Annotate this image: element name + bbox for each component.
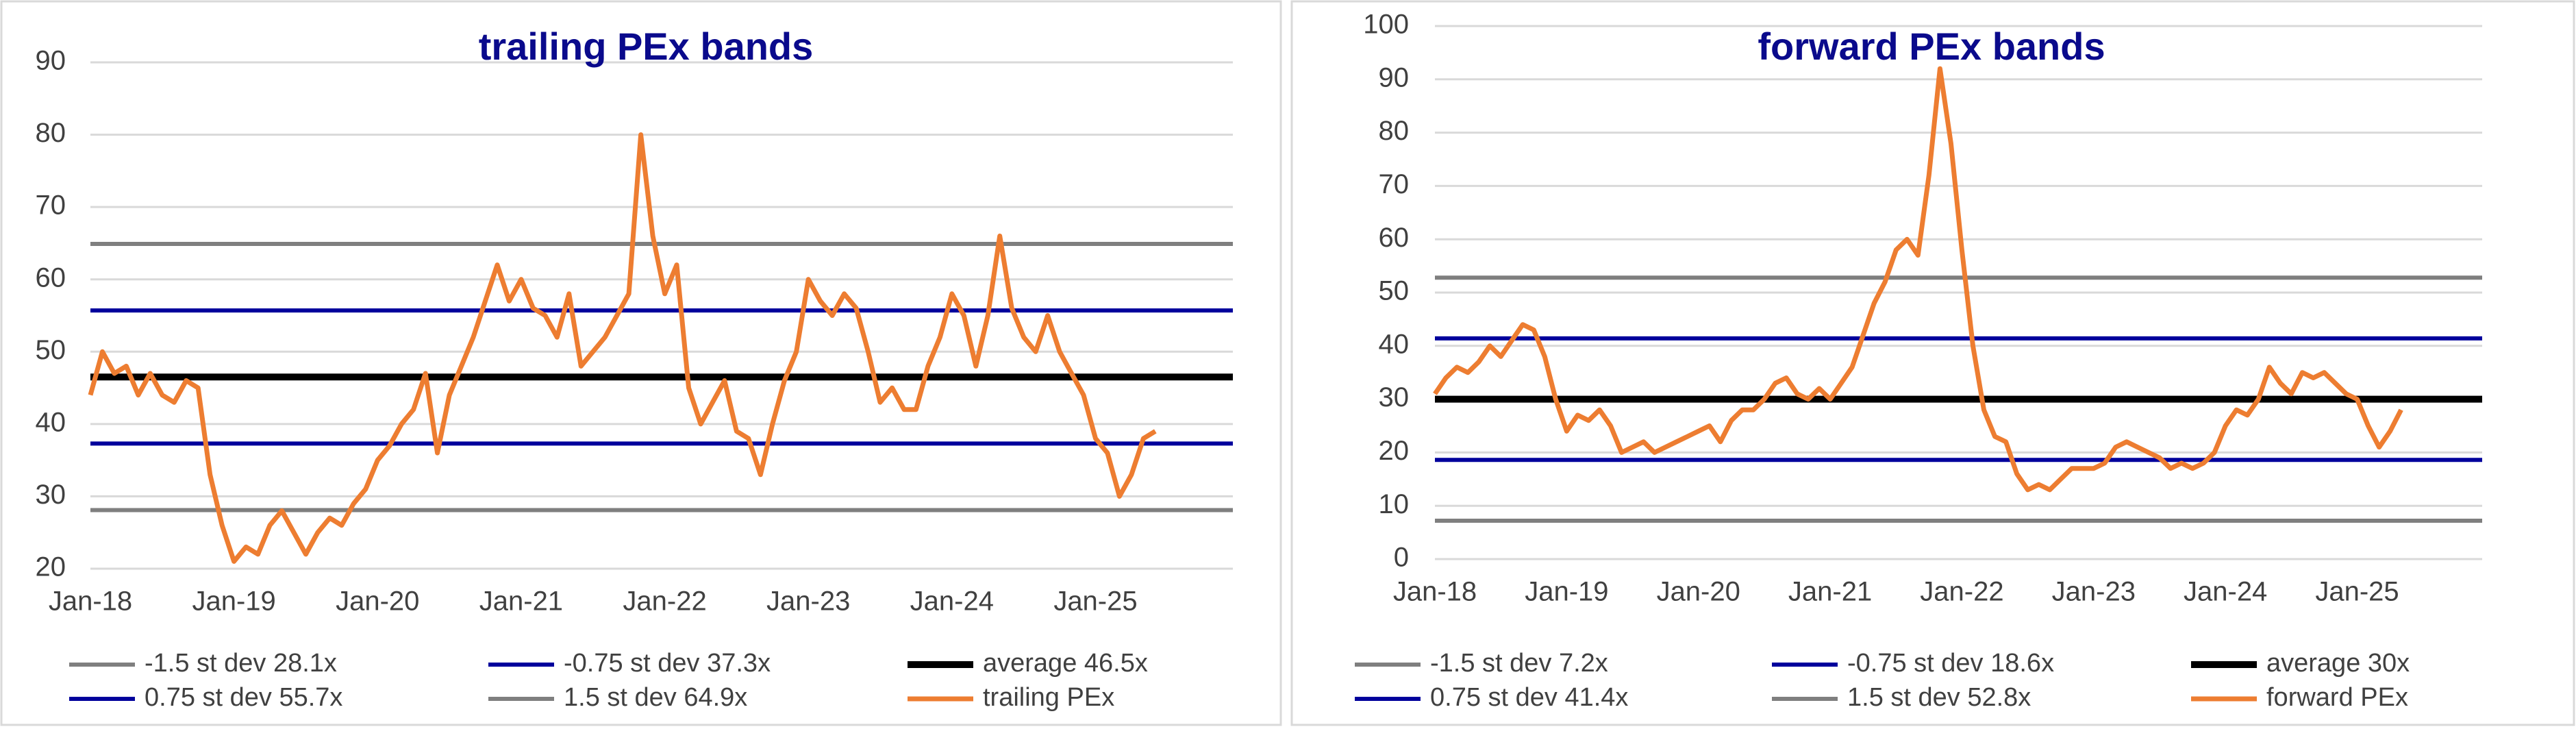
legend-label: 0.75 st dev 41.4x <box>1430 683 1628 712</box>
legend-label: 1.5 st dev 52.8x <box>1847 683 2031 712</box>
legend-label: -1.5 st dev 28.1x <box>145 649 337 678</box>
y-tick-label: 50 <box>36 335 66 365</box>
legend-label: 0.75 st dev 55.7x <box>145 683 342 712</box>
x-tick-label: Jan-19 <box>1525 577 1608 607</box>
x-tick-label: Jan-22 <box>623 586 706 617</box>
x-tick-label: Jan-25 <box>1053 586 1137 617</box>
legend-label: average 46.5x <box>983 649 1148 678</box>
x-tick-label: Jan-19 <box>192 586 275 617</box>
y-tick-label: 90 <box>1379 62 1410 92</box>
y-tick-label: 20 <box>36 552 66 582</box>
x-tick-label: Jan-24 <box>2184 577 2267 607</box>
y-tick-label: 70 <box>1379 169 1410 199</box>
legend-label: -0.75 st dev 18.6x <box>1847 649 2054 678</box>
legend-label: -0.75 st dev 37.3x <box>564 649 771 678</box>
y-tick-label: 40 <box>1379 329 1410 359</box>
x-tick-label: Jan-24 <box>910 586 994 617</box>
chart-title: trailing PEx bands <box>479 25 814 68</box>
legend-label: -1.5 st dev 7.2x <box>1430 649 1608 678</box>
y-tick-label: 30 <box>36 480 66 510</box>
data-line <box>1433 66 2403 493</box>
y-tick-label: 10 <box>1379 489 1410 519</box>
y-tick-label: 80 <box>1379 116 1410 146</box>
y-tick-label: 40 <box>36 407 66 437</box>
x-tick-label: Jan-21 <box>1788 577 1872 607</box>
x-tick-label: Jan-22 <box>1920 577 2003 607</box>
y-tick-label: 70 <box>36 190 66 221</box>
panel-frame <box>1290 0 2575 726</box>
legend-label: average 30x <box>2266 649 2410 678</box>
x-tick-label: Jan-20 <box>336 586 419 617</box>
x-tick-label: Jan-23 <box>2052 577 2136 607</box>
data-line <box>88 132 1157 564</box>
chart-title: forward PEx bands <box>1758 25 2105 68</box>
x-tick-label: Jan-23 <box>766 586 850 617</box>
y-tick-label: 20 <box>1379 436 1410 466</box>
y-tick-label: 80 <box>36 118 66 148</box>
y-tick-label: 60 <box>36 262 66 293</box>
y-tick-label: 60 <box>1379 223 1410 253</box>
y-tick-label: 90 <box>36 46 66 76</box>
y-tick-label: 30 <box>1379 382 1410 412</box>
y-tick-label: 100 <box>1363 10 1409 40</box>
legend-label: 1.5 st dev 64.9x <box>564 683 747 712</box>
legend-label: forward PEx <box>2266 683 2408 712</box>
y-tick-label: 0 <box>1394 543 1409 573</box>
x-tick-label: Jan-21 <box>479 586 563 617</box>
y-tick-label: 50 <box>1379 276 1410 306</box>
panel-frame <box>0 0 1282 726</box>
x-tick-label: Jan-18 <box>1393 577 1477 607</box>
x-tick-label: Jan-25 <box>2315 577 2399 607</box>
x-tick-label: Jan-18 <box>49 586 132 617</box>
legend-label: trailing PEx <box>983 683 1114 712</box>
x-tick-label: Jan-20 <box>1657 577 1740 607</box>
